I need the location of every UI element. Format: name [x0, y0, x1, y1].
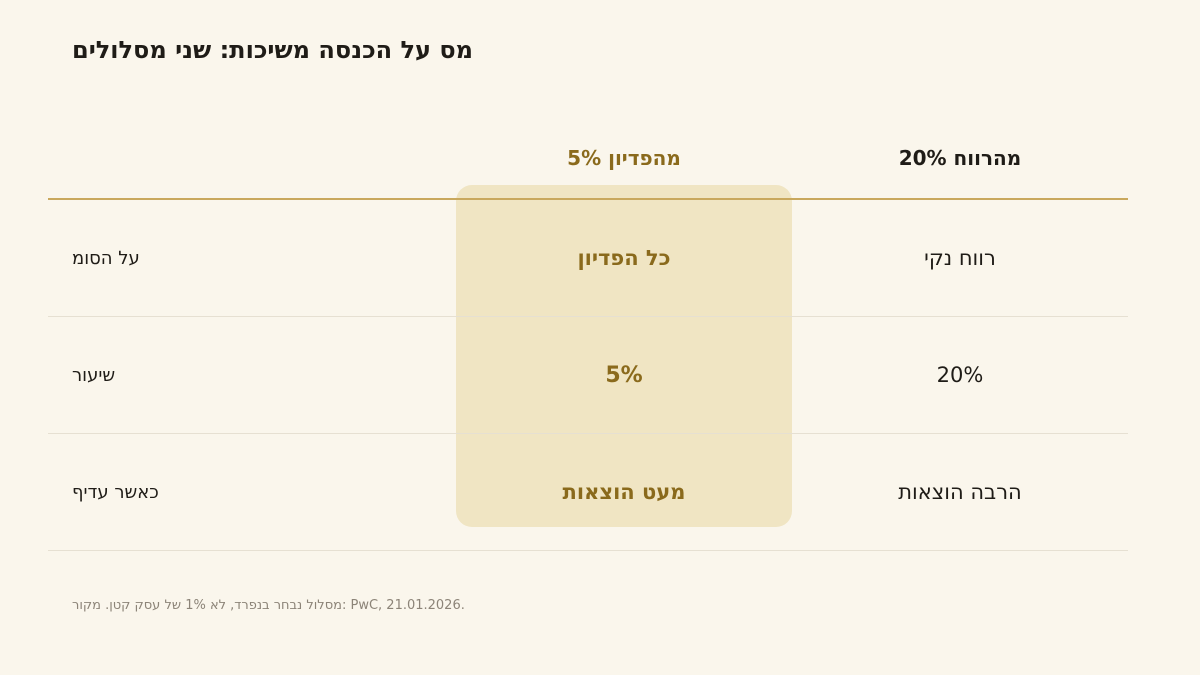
- table-row: על הסומ כל הפדיון רווח נקי: [48, 200, 1128, 317]
- withdrawal-track-value: מעט הוצאות: [562, 480, 686, 504]
- table-row: שיעור 5% 20%: [48, 317, 1128, 434]
- profit-track-value: רווח נקי: [924, 246, 996, 270]
- source-footnote: מסלול נבחר בנפרד, לא 1% של עסק קטן. מקור…: [72, 598, 465, 613]
- highlighted-column-background: [456, 185, 792, 527]
- header-profit-track: 20% מהרווח: [898, 146, 1022, 170]
- withdrawal-track-value: 5%: [605, 362, 643, 388]
- row-label: כאשר עדיף: [72, 481, 159, 503]
- header-label-cell: [72, 128, 432, 186]
- page-title: מס על הכנסה משיכות: שני מסלולים: [72, 36, 474, 64]
- withdrawal-track-value: כל הפדיון: [577, 246, 671, 270]
- row-label: שיעור: [72, 364, 116, 386]
- table-header-row: 5% מהפדיון 20% מהרווח: [48, 128, 1128, 200]
- profit-track-value: הרבה הוצאות: [898, 480, 1022, 504]
- table-row: כאשר עדיף מעט הוצאות הרבה הוצאות: [48, 434, 1128, 551]
- profit-track-value: 20%: [936, 363, 984, 387]
- row-label: על הסומ: [72, 247, 140, 269]
- header-withdrawal-track: 5% מהפדיון: [567, 146, 681, 170]
- comparison-table: 5% מהפדיון 20% מהרווח על הסומ כל הפדיון …: [48, 128, 1128, 551]
